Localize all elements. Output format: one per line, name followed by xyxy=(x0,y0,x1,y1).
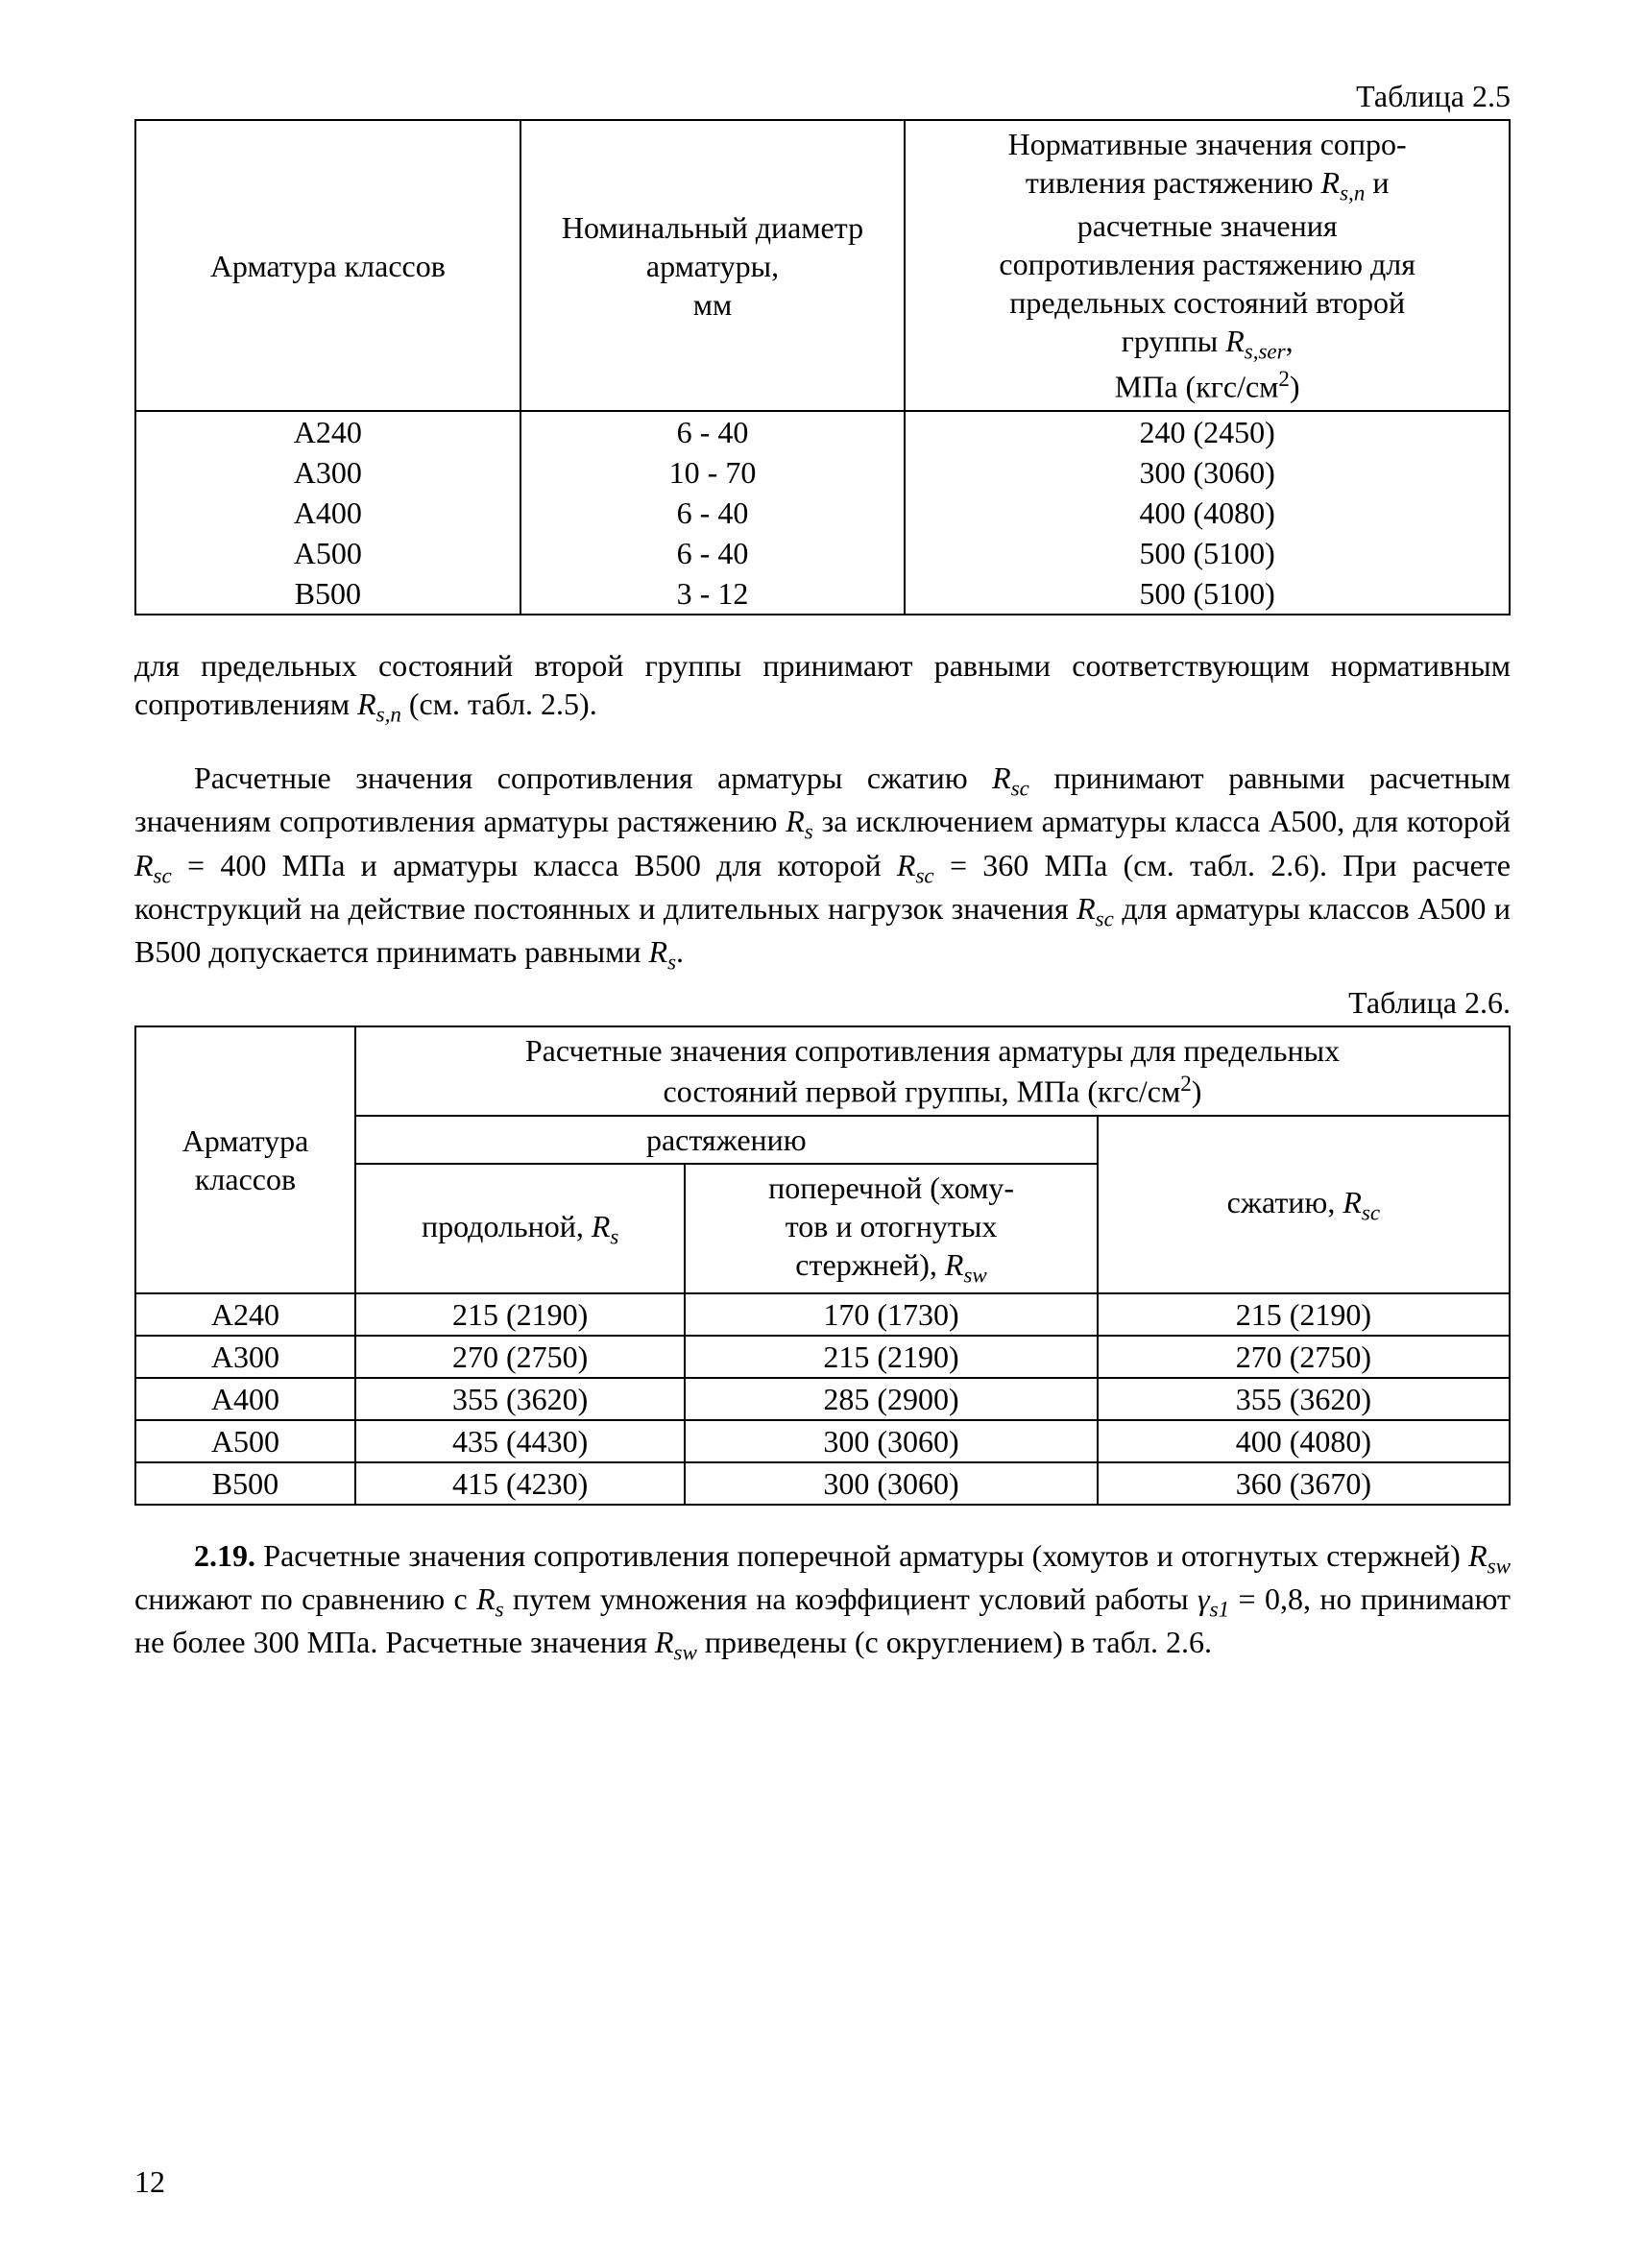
t26-cell: 400 (4080) xyxy=(1098,1420,1510,1462)
t26-cell: 355 (3620) xyxy=(355,1378,685,1420)
t26-cell: 215 (2190) xyxy=(355,1293,685,1336)
t25-header-class: Арматура классов xyxy=(135,120,520,411)
t25-cell: А300 xyxy=(135,452,520,493)
paragraph-1: для предельных состояний второй группы п… xyxy=(134,646,1511,728)
t26-cell: А240 xyxy=(135,1293,355,1336)
paragraph-2-19: 2.19. Расчетные значения сопротивления п… xyxy=(134,1536,1511,1667)
t26-cell: 355 (3620) xyxy=(1098,1378,1510,1420)
t25-cell: 500 (5100) xyxy=(905,533,1510,573)
t26-cell: В500 xyxy=(135,1462,355,1505)
t25-cell: 500 (5100) xyxy=(905,573,1510,615)
t26-header-compression: сжатию, Rsc xyxy=(1098,1116,1510,1293)
t26-header-rs: продольной, Rs xyxy=(355,1164,685,1293)
t26-cell: 215 (2190) xyxy=(685,1336,1097,1378)
t26-cell: А400 xyxy=(135,1378,355,1420)
t25-header-values: Нормативные значения сопро-тивления раст… xyxy=(905,120,1510,411)
t25-cell: 10 - 70 xyxy=(520,452,906,493)
t25-cell: 3 - 12 xyxy=(520,573,906,615)
t25-cell: 6 - 40 xyxy=(520,533,906,573)
t26-header-class: Арматураклассов xyxy=(135,1026,355,1293)
t26-header-group: Расчетные значения сопротивления арматур… xyxy=(355,1026,1510,1116)
t25-cell: А500 xyxy=(135,533,520,573)
t26-cell: 435 (4430) xyxy=(355,1420,685,1462)
t25-cell: 300 (3060) xyxy=(905,452,1510,493)
table-2-5-caption: Таблица 2.5 xyxy=(134,77,1511,115)
t25-header-diameter: Номинальный диаметрарматуры,мм xyxy=(520,120,906,411)
t26-cell: 285 (2900) xyxy=(685,1378,1097,1420)
page-number: 12 xyxy=(134,2162,165,2201)
t25-cell: 6 - 40 xyxy=(520,493,906,533)
t26-cell: 415 (4230) xyxy=(355,1462,685,1505)
table-2-6: Арматураклассов Расчетные значения сопро… xyxy=(134,1025,1511,1506)
paragraph-2: Расчетные значения сопротивления арматур… xyxy=(134,759,1511,976)
t26-cell: А500 xyxy=(135,1420,355,1462)
t26-cell: 270 (2750) xyxy=(1098,1336,1510,1378)
t26-header-rsw: поперечной (хому-тов и отогнутыхстержней… xyxy=(685,1164,1097,1293)
t25-cell: 240 (2450) xyxy=(905,411,1510,452)
t25-cell: А240 xyxy=(135,411,520,452)
table-2-5: Арматура классов Номинальный диаметрарма… xyxy=(134,119,1511,615)
t26-header-tension: растяжению xyxy=(355,1116,1098,1164)
t26-cell: 300 (3060) xyxy=(685,1462,1097,1505)
table-2-6-caption: Таблица 2.6. xyxy=(134,983,1511,1022)
t25-cell: А400 xyxy=(135,493,520,533)
t26-cell: 360 (3670) xyxy=(1098,1462,1510,1505)
t26-cell: А300 xyxy=(135,1336,355,1378)
t26-cell: 270 (2750) xyxy=(355,1336,685,1378)
t25-cell: 6 - 40 xyxy=(520,411,906,452)
t26-cell: 170 (1730) xyxy=(685,1293,1097,1336)
t26-cell: 300 (3060) xyxy=(685,1420,1097,1462)
t25-cell: 400 (4080) xyxy=(905,493,1510,533)
t25-cell: В500 xyxy=(135,573,520,615)
t26-cell: 215 (2190) xyxy=(1098,1293,1510,1336)
